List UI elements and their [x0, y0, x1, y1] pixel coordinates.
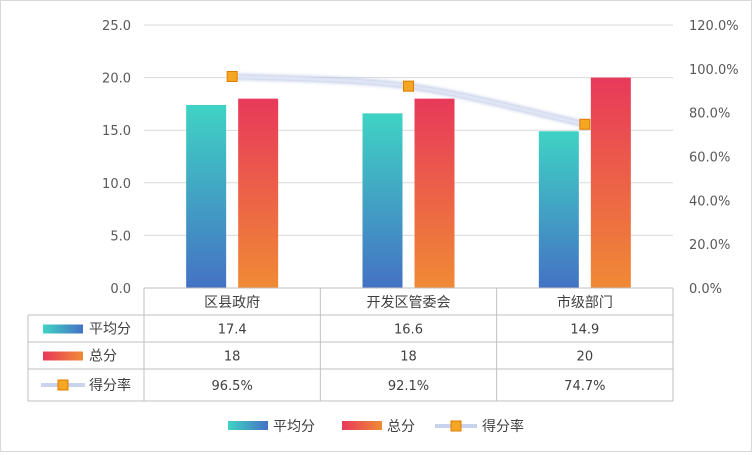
table-cell: 92.1% [388, 379, 429, 394]
table-cell: 20 [577, 350, 594, 365]
right-y-axis: 0.0% 20.0% 40.0% 60.0% 80.0% 100.0% 120.0% [689, 19, 739, 297]
table-cell: 96.5% [212, 379, 253, 394]
right-tick-label: 80.0% [689, 107, 730, 122]
table-cell: 14.9 [570, 323, 599, 338]
rate-line-series [226, 71, 591, 130]
legend-rate-marker [450, 420, 462, 432]
right-tick-label: 60.0% [689, 151, 730, 166]
category-label: 区县政府 [204, 295, 260, 311]
rate-marker [579, 118, 591, 130]
table-cell: 18 [224, 350, 241, 365]
legend-rate-label: 得分率 [482, 418, 524, 435]
table-cell: 18 [400, 350, 417, 365]
category-label: 市级部门 [557, 294, 613, 311]
avg-score-bar [362, 113, 403, 288]
table-cell: 17.4 [218, 323, 247, 338]
table-cell: 74.7% [564, 379, 605, 394]
left-tick-label: 0.0 [110, 282, 131, 297]
avg-score-key [43, 324, 83, 334]
total-score-key [43, 351, 83, 361]
total-score-bar [238, 98, 279, 288]
row-label: 得分率 [89, 377, 131, 394]
legend-total-swatch [342, 421, 382, 430]
left-tick-label: 5.0 [110, 229, 131, 244]
right-tick-label: 100.0% [689, 63, 739, 78]
right-tick-label: 0.0% [689, 282, 722, 297]
table-cell: 16.6 [394, 323, 423, 338]
right-tick-label: 40.0% [689, 194, 730, 209]
bar-series [186, 77, 631, 289]
legend-total-label: 总分 [387, 419, 415, 435]
legend: 平均分 总分 得分率 [228, 418, 524, 435]
right-tick-label: 120.0% [689, 19, 739, 34]
left-tick-label: 10.0 [102, 177, 131, 192]
rate-marker [226, 71, 238, 83]
left-tick-label: 15.0 [102, 124, 131, 139]
total-score-bar [414, 98, 455, 288]
right-tick-label: 20.0% [689, 238, 730, 253]
legend-avg-label: 平均分 [273, 419, 315, 435]
category-label: 开发区管委会 [367, 295, 451, 311]
left-tick-label: 20.0 [102, 72, 131, 87]
legend-avg-swatch [228, 421, 268, 430]
left-tick-label: 25.0 [102, 19, 131, 34]
avg-score-bar [186, 104, 227, 289]
total-score-bar [590, 77, 631, 288]
row-label: 平均分 [89, 322, 131, 338]
left-y-axis: 0.0 5.0 10.0 15.0 20.0 25.0 [102, 19, 131, 297]
rate-marker [403, 80, 414, 92]
avg-score-bar [538, 131, 579, 288]
rate-key-marker [57, 379, 69, 391]
row-label: 总分 [89, 349, 117, 365]
